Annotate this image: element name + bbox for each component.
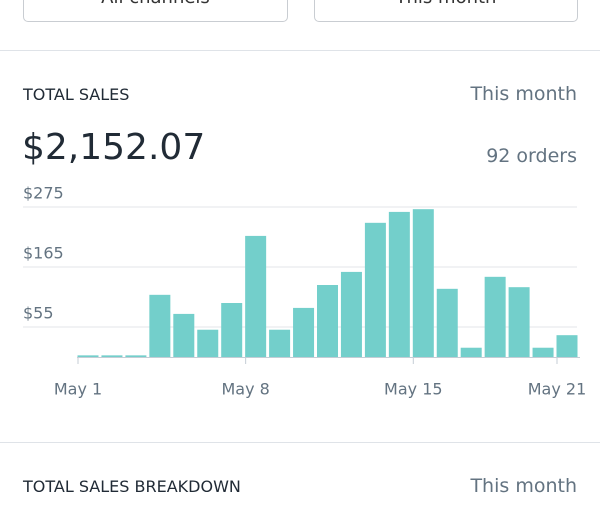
bar xyxy=(221,303,243,357)
y-tick-label: $55 xyxy=(23,304,54,323)
bar xyxy=(101,355,123,357)
x-tick-label: May 15 xyxy=(384,380,443,399)
bar xyxy=(317,285,338,357)
card-period: This month xyxy=(470,83,577,105)
sales-amount: $2,152.07 xyxy=(22,127,206,168)
x-tick-label: May 1 xyxy=(54,380,102,399)
bar xyxy=(340,271,362,357)
card-title: TOTAL SALES xyxy=(23,85,130,104)
bar xyxy=(412,209,434,357)
bar xyxy=(364,222,386,357)
orders-count: 92 orders xyxy=(486,145,577,167)
y-tick-label: $165 xyxy=(23,244,64,263)
channel-filter[interactable]: All channels xyxy=(23,0,288,22)
bar xyxy=(508,287,530,357)
x-tick-label: May 8 xyxy=(221,380,269,399)
bar xyxy=(484,276,506,357)
breakdown-period: This month xyxy=(470,475,577,497)
breakdown-title: TOTAL SALES BREAKDOWN xyxy=(23,477,241,496)
bar xyxy=(77,355,99,357)
y-tick-label: $275 xyxy=(23,184,64,203)
bar xyxy=(149,294,171,357)
bar xyxy=(197,329,219,357)
divider xyxy=(0,442,600,443)
bar xyxy=(460,347,482,357)
divider xyxy=(0,50,600,51)
bar xyxy=(173,313,195,357)
chart: $55 $165 $275 May 1 May 8 May 15 May 21 xyxy=(23,184,587,399)
x-tick-label: May 21 xyxy=(528,380,587,399)
bar xyxy=(125,355,147,357)
bar xyxy=(556,335,578,357)
bar xyxy=(532,347,554,357)
bar xyxy=(436,288,458,357)
period-filter[interactable]: This month xyxy=(314,0,578,22)
bar xyxy=(293,307,315,357)
bar xyxy=(245,235,267,357)
bar xyxy=(388,211,410,357)
bar xyxy=(269,329,291,357)
